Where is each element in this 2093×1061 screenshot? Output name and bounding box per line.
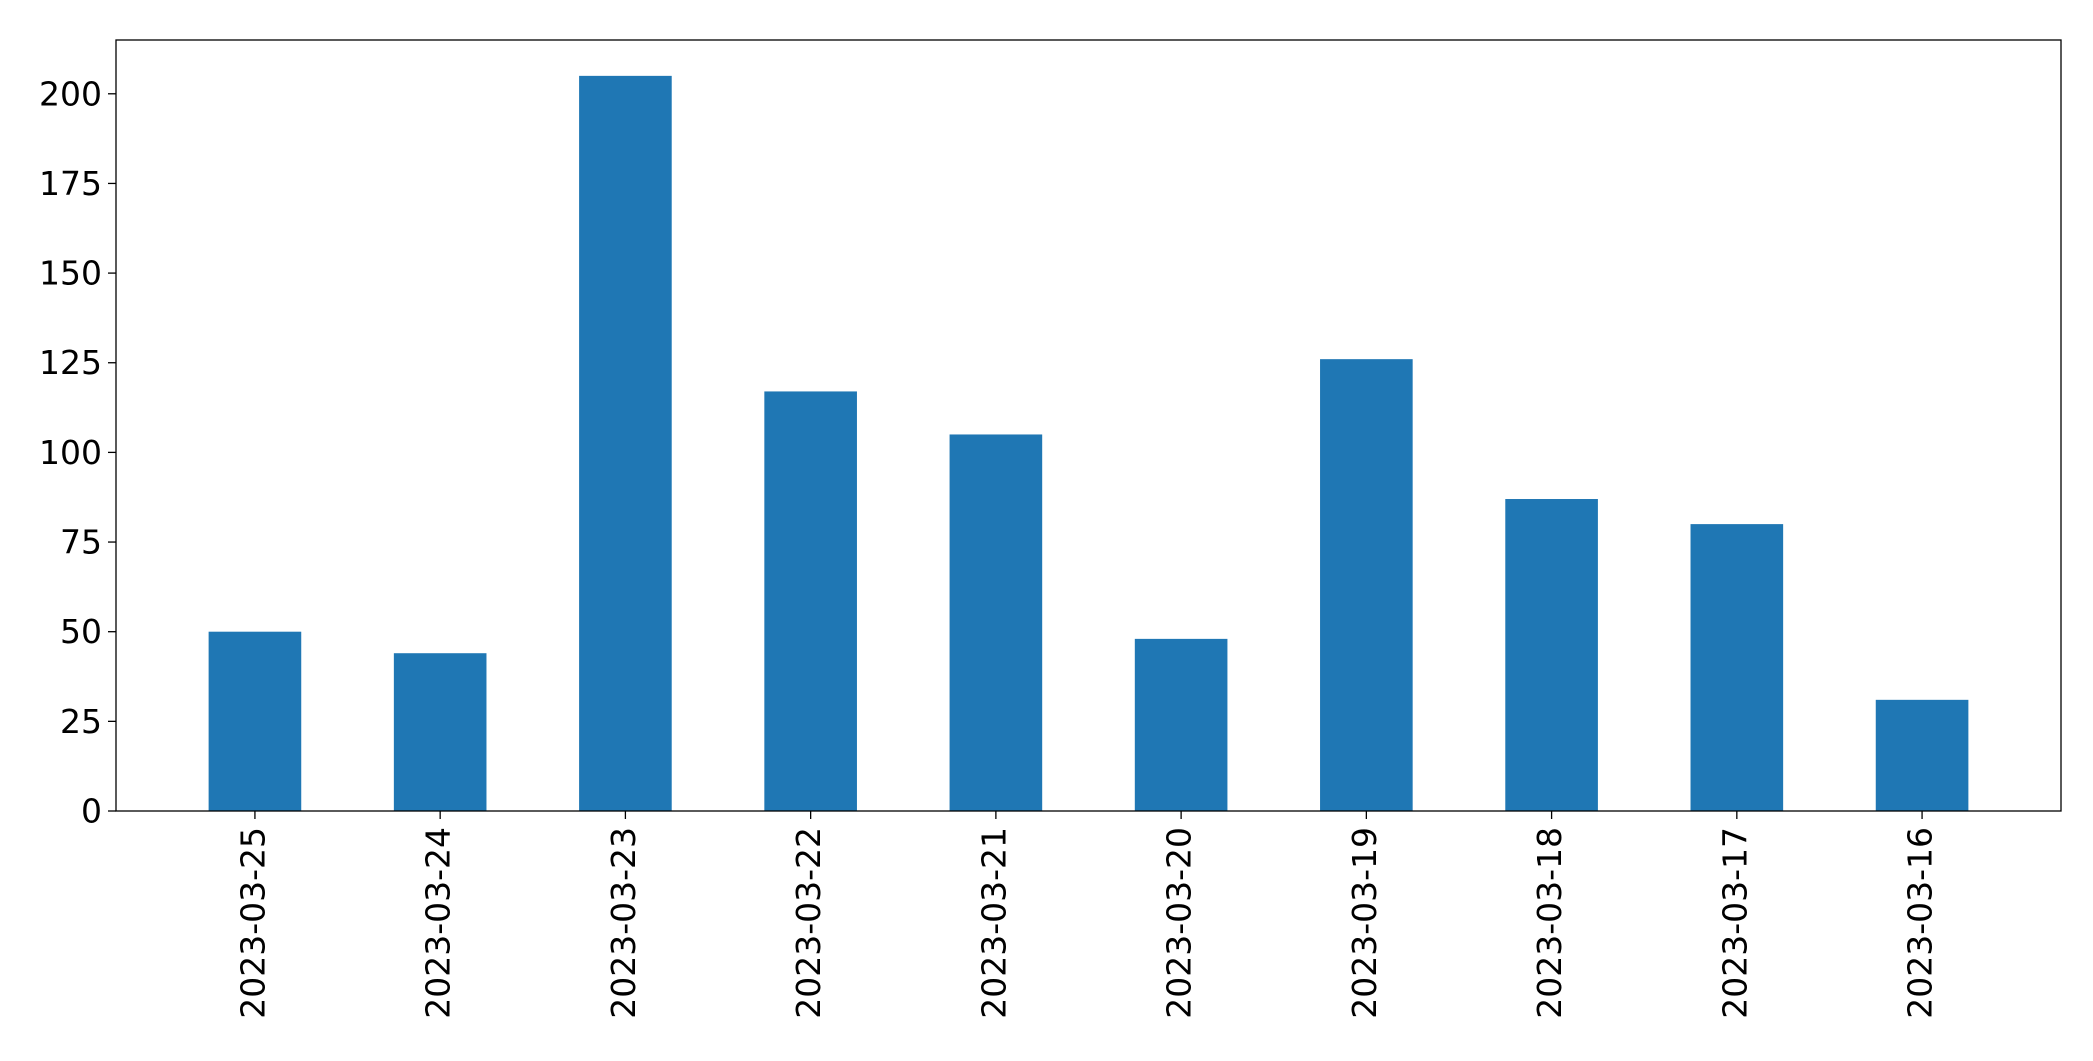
bar-2023-03-20 [1134,638,1228,811]
y-tick-label: 75 [60,523,102,562]
bar-2023-03-22 [764,391,857,811]
x-tick-label: 2023-03-23 [604,827,643,1019]
x-axis: 2023-03-25 2023-03-24 2023-03-23 2023-03-22… [233,811,1940,1019]
y-axis: 0 25 50 75 100 125 150 175 200 [39,74,116,831]
x-tick-label: 2023-03-18 [1530,827,1569,1019]
y-tick-label: 125 [39,343,102,382]
bar-2023-03-19 [1320,359,1413,811]
x-tick-label: 2023-03-17 [1715,827,1754,1019]
x-tick-label: 2023-03-22 [789,827,828,1019]
bar-2023-03-17 [1690,524,1784,811]
y-tick-label: 25 [60,702,102,741]
x-tick-label: 2023-03-21 [974,827,1013,1019]
plot-frame [115,39,2062,812]
x-tick-label: 2023-03-25 [233,827,272,1019]
bar-2023-03-21 [949,434,1043,811]
x-tick-label: 2023-03-16 [1901,827,1940,1019]
bar-2023-03-23 [579,75,672,811]
bar-2023-03-16 [1875,699,1969,811]
y-tick-label: 100 [39,433,102,472]
y-tick-label: 175 [39,164,102,203]
bar-2023-03-25 [208,631,302,811]
x-tick-label: 2023-03-19 [1345,827,1384,1019]
y-tick-label: 150 [39,254,102,293]
x-tick-label: 2023-03-20 [1160,827,1199,1019]
y-tick-label: 200 [39,74,102,113]
bar-2023-03-18 [1505,499,1598,811]
bar-2023-03-24 [393,653,487,811]
y-tick-label: 50 [60,612,102,651]
x-tick-label: 2023-03-24 [419,827,458,1019]
y-tick-label: 0 [81,792,102,831]
bars-group [208,75,1969,811]
